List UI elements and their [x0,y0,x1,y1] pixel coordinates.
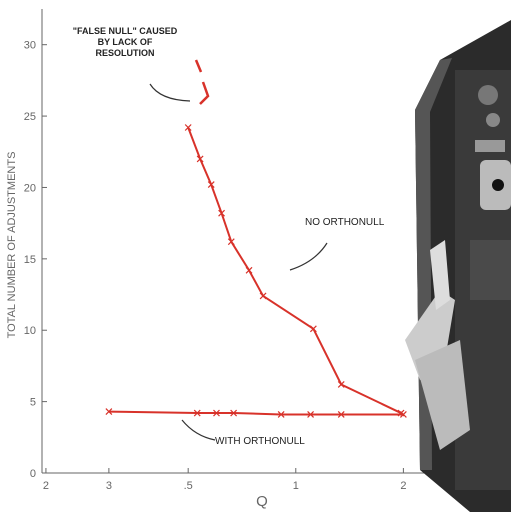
data-point [399,411,407,418]
series-line [187,127,402,414]
annotation-arrow [181,419,216,441]
y-axis-label: TOTAL NUMBER OF ADJUSTMENTS [6,152,18,339]
data-point [309,325,317,333]
data-point [337,411,345,418]
series-label: WITH ORTHONULL [215,436,305,447]
y-tick-label: 10 [24,325,36,337]
series-label: NO ORTHONULL [305,217,385,228]
data-point [207,181,215,189]
data-point [184,124,192,131]
annotation-arrow [149,83,191,102]
y-tick-label: 20 [24,182,36,194]
data-point [277,411,285,418]
data-point [196,155,204,163]
data-point [307,411,315,418]
y-tick-label: 15 [24,254,36,266]
data-point [245,266,253,274]
data-point [105,408,113,416]
x-tick-label: 2 [400,480,406,492]
instrument-photo [405,20,511,512]
y-tick-label: 0 [30,468,36,480]
y-tick-label: 5 [30,397,36,409]
annotation-arrow [289,242,328,271]
data-point [218,209,225,217]
x-tick-label: 3 [106,480,112,492]
annotation-box: "FALSE NULL" CAUSED BY LACK OF RESOLUTIO… [72,26,178,58]
false-null-annotation: "FALSE NULL" CAUSED BY LACK OF RESOLUTIO… [72,26,178,58]
x-tick-label: 2 [43,480,49,492]
data-point [227,238,235,246]
data-point [337,381,345,388]
y-tick-label: 30 [24,40,36,52]
data-point [193,409,201,417]
x-axis-label: Q [256,493,268,510]
series-line [108,410,404,416]
plot-area: TOTAL NUMBER OF ADJUSTMENTS Q "FALSE NUL… [6,9,511,510]
y-tick-label: 25 [24,111,36,123]
data-point [259,292,267,300]
x-tick-label: 1 [293,480,299,492]
x-tick-label: .5 [184,480,193,492]
data-point [213,409,220,417]
data-point [230,409,238,417]
false-null-mark [194,59,210,105]
